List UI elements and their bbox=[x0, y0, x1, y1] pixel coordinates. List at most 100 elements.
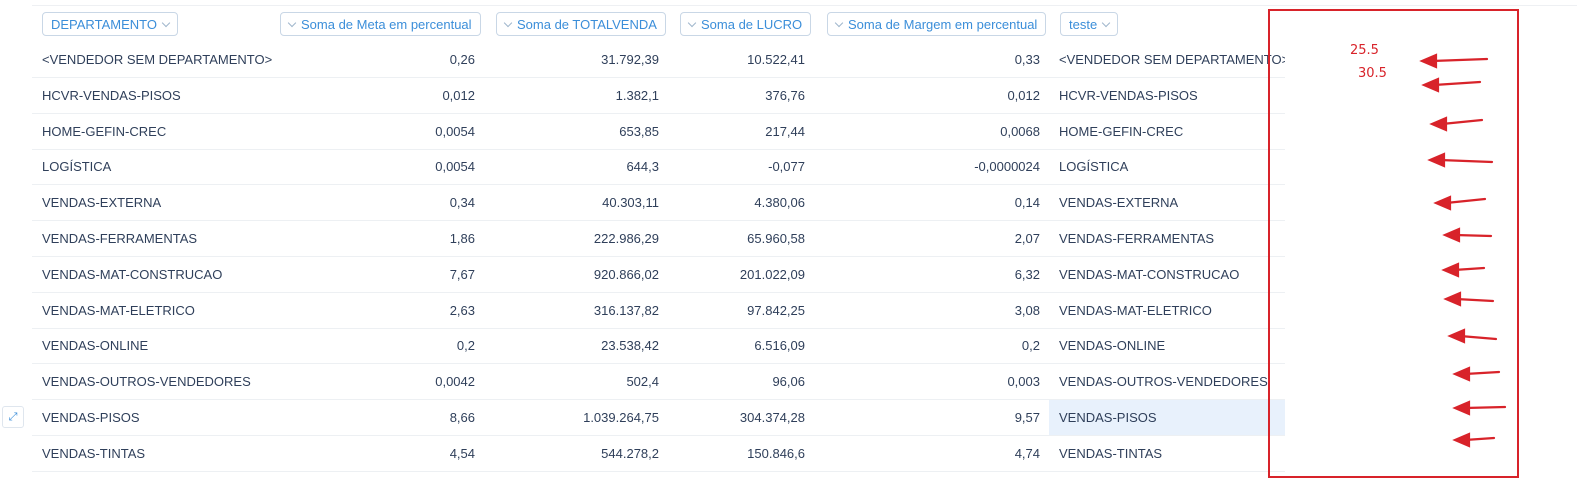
table-row[interactable]: VENDAS-PISOS 8,66 1.039.264,75 304.374,28 9,… bbox=[32, 400, 1285, 436]
cell-totalvenda[interactable]: 544.278,2 bbox=[601, 445, 659, 461]
cell-margem[interactable]: 4,74 bbox=[1014, 445, 1040, 461]
table-row[interactable]: VENDAS-MAT-ELETRICO 2,63 316.137,82 97.842,… bbox=[32, 293, 1285, 329]
cell-margem[interactable]: 0,33 bbox=[1014, 52, 1040, 67]
header-teste[interactable]: teste bbox=[1060, 12, 1119, 36]
header-meta-label: Soma de Meta em percentual bbox=[301, 16, 472, 32]
cell-departamento[interactable]: <VENDEDOR SEM DEPARTAMENTO> bbox=[42, 52, 273, 67]
cell-teste[interactable]: VENDAS-OUTROS-VENDEDORES bbox=[1059, 374, 1268, 390]
cell-meta[interactable]: 0,0054 bbox=[435, 159, 475, 175]
cell-teste[interactable]: VENDAS-PISOS bbox=[1049, 400, 1285, 435]
cell-teste[interactable]: VENDAS-EXTERNA bbox=[1059, 195, 1179, 211]
cell-lucro[interactable]: 65.960,58 bbox=[747, 231, 805, 246]
cell-teste[interactable]: VENDAS-FERRAMENTAS bbox=[1059, 231, 1215, 246]
cell-totalvenda[interactable]: 31.792,39 bbox=[601, 52, 659, 67]
cell-meta[interactable]: 2,63 bbox=[449, 302, 475, 318]
header-totalvenda[interactable]: Soma de TOTALVENDA bbox=[496, 12, 666, 36]
cell-departamento[interactable]: VENDAS-EXTERNA bbox=[42, 195, 162, 211]
header-departamento-label: DEPARTAMENTO bbox=[51, 16, 157, 32]
cell-totalvenda[interactable]: 502,4 bbox=[626, 374, 659, 390]
cell-departamento[interactable]: VENDAS-ONLINE bbox=[42, 338, 149, 354]
cell-teste[interactable]: VENDAS-MAT-CONSTRUCAO bbox=[1059, 266, 1240, 282]
header-lucro[interactable]: Soma de LUCRO bbox=[680, 12, 812, 36]
cell-lucro[interactable]: 376,76 bbox=[765, 87, 805, 103]
header-total-label: Soma de TOTALVENDA bbox=[517, 16, 657, 32]
cell-lucro[interactable]: 150.846,6 bbox=[747, 445, 805, 461]
cell-totalvenda[interactable]: 23.538,42 bbox=[601, 338, 659, 354]
cell-totalvenda[interactable]: 920.866,02 bbox=[593, 266, 659, 282]
table-row[interactable]: HCVR-VENDAS-PISOS 0,012 1.382,1 376,76 0,012… bbox=[32, 78, 1285, 114]
cell-lucro[interactable]: 10.522,41 bbox=[747, 52, 805, 67]
table-row[interactable]: VENDAS-MAT-CONSTRUCAO 7,67 920.866,02 201.0… bbox=[32, 257, 1285, 293]
cell-meta[interactable]: 8,66 bbox=[449, 410, 475, 425]
cell-meta[interactable]: 4,54 bbox=[449, 445, 475, 461]
cell-totalvenda[interactable]: 653,85 bbox=[619, 123, 659, 139]
cell-departamento[interactable]: VENDAS-FERRAMENTAS bbox=[42, 231, 198, 246]
cell-lucro[interactable]: 304.374,28 bbox=[739, 410, 805, 425]
cell-margem[interactable]: 0,2 bbox=[1021, 338, 1040, 354]
cell-teste[interactable]: VENDAS-TINTAS bbox=[1059, 445, 1163, 461]
header-lucro-label: Soma de LUCRO bbox=[701, 16, 803, 32]
cell-lucro[interactable]: -0,077 bbox=[768, 159, 805, 175]
cell-teste[interactable]: VENDAS-ONLINE bbox=[1059, 338, 1166, 354]
cell-totalvenda[interactable]: 316.137,82 bbox=[593, 302, 659, 318]
header-margem[interactable]: Soma de Margem em percentual bbox=[827, 12, 1047, 36]
expand-diagonal-icon[interactable]: ⤢ bbox=[2, 406, 24, 428]
table-row[interactable]: HOME-GEFIN-CREC 0,0054 653,85 217,44 0,0068 H… bbox=[32, 114, 1285, 150]
cell-margem[interactable]: 2,07 bbox=[1014, 231, 1040, 246]
cell-totalvenda[interactable]: 40.303,11 bbox=[602, 195, 659, 211]
cell-departamento[interactable]: HOME-GEFIN-CREC bbox=[42, 123, 167, 139]
cell-departamento[interactable]: VENDAS-MAT-ELETRICO bbox=[42, 302, 195, 318]
cell-totalvenda[interactable]: 1.039.264,75 bbox=[583, 410, 659, 425]
cell-meta[interactable]: 0,2 bbox=[456, 338, 475, 354]
table-row[interactable]: <VENDEDOR SEM DEPARTAMENTO> 0,26 31.792,39… bbox=[32, 42, 1285, 78]
cell-margem[interactable]: 9,57 bbox=[1014, 410, 1040, 425]
cell-totalvenda[interactable]: 644,3 bbox=[626, 159, 659, 175]
cell-lucro[interactable]: 217,44 bbox=[765, 123, 805, 139]
cell-margem[interactable]: 6,32 bbox=[1014, 266, 1040, 282]
cell-departamento[interactable]: VENDAS-OUTROS-VENDEDORES bbox=[42, 374, 251, 390]
cell-departamento[interactable]: VENDAS-MAT-CONSTRUCAO bbox=[42, 266, 223, 282]
cell-departamento[interactable]: VENDAS-TINTAS bbox=[42, 445, 146, 461]
table-row[interactable]: VENDAS-FERRAMENTAS 1,86 222.986,29 65.960,5… bbox=[32, 221, 1285, 257]
cell-lucro[interactable]: 96,06 bbox=[772, 374, 805, 390]
chevron-down-icon bbox=[161, 18, 171, 27]
cell-teste[interactable]: VENDAS-MAT-ELETRICO bbox=[1059, 302, 1212, 318]
cell-margem[interactable]: 0,003 bbox=[1007, 374, 1040, 390]
table-row[interactable]: VENDAS-OUTROS-VENDEDORES 0,0042 502,4 96,06… bbox=[32, 364, 1285, 401]
cell-lucro[interactable]: 6.516,09 bbox=[754, 338, 805, 354]
cell-departamento[interactable]: HCVR-VENDAS-PISOS bbox=[42, 87, 181, 103]
cell-departamento[interactable]: LOGÍSTICA bbox=[42, 159, 112, 175]
cell-meta[interactable]: 0,0042 bbox=[435, 374, 475, 390]
cell-teste[interactable]: HOME-GEFIN-CREC bbox=[1059, 123, 1184, 139]
cell-meta[interactable]: 0,012 bbox=[442, 87, 475, 103]
chevron-down-icon bbox=[503, 18, 513, 27]
cell-margem[interactable]: 0,0068 bbox=[1000, 123, 1040, 139]
table-row[interactable]: VENDAS-EXTERNA 0,34 40.303,11 4.380,06 0,14 V… bbox=[32, 185, 1285, 222]
cell-lucro[interactable]: 4.380,06 bbox=[754, 195, 805, 211]
cell-margem[interactable]: 0,14 bbox=[1014, 195, 1040, 211]
header-departamento[interactable]: DEPARTAMENTO bbox=[42, 12, 178, 36]
cell-lucro[interactable]: 201.022,09 bbox=[739, 266, 805, 282]
cell-meta[interactable]: 0,0054 bbox=[435, 123, 475, 139]
cell-teste[interactable]: <VENDEDOR SEM DEPARTAMENTO> bbox=[1059, 52, 1285, 67]
cell-teste[interactable]: HCVR-VENDAS-PISOS bbox=[1059, 87, 1198, 103]
table-row[interactable]: VENDAS-ONLINE 0,2 23.538,42 6.516,09 0,2 VEND… bbox=[32, 328, 1285, 365]
cell-totalvenda[interactable]: 1.382,1 bbox=[615, 87, 659, 103]
table-row[interactable]: VENDAS-TINTAS 4,54 544.278,2 150.846,6 4,74 V… bbox=[32, 436, 1285, 472]
table-row[interactable]: LOGÍSTICA 0,0054 644,3 -0,077 -0,0000024 LOGÍ… bbox=[32, 149, 1285, 186]
chevron-down-icon bbox=[1101, 18, 1111, 27]
header-meta[interactable]: Soma de Meta em percentual bbox=[280, 12, 481, 36]
cell-margem[interactable]: -0,0000024 bbox=[974, 159, 1040, 175]
cell-meta[interactable]: 7,67 bbox=[449, 266, 475, 282]
cell-meta[interactable]: 1,86 bbox=[449, 231, 475, 246]
cell-teste[interactable]: LOGÍSTICA bbox=[1059, 159, 1129, 175]
cell-margem[interactable]: 0,012 bbox=[1007, 87, 1040, 103]
cell-margem[interactable]: 3,08 bbox=[1014, 302, 1040, 318]
cell-totalvenda[interactable]: 222.986,29 bbox=[593, 231, 659, 246]
cell-departamento[interactable]: VENDAS-PISOS bbox=[42, 410, 140, 425]
chevron-down-icon bbox=[834, 18, 844, 27]
cell-meta[interactable]: 0,26 bbox=[449, 52, 475, 67]
cell-meta[interactable]: 0,34 bbox=[449, 195, 475, 211]
cell-lucro[interactable]: 97.842,25 bbox=[747, 302, 805, 318]
